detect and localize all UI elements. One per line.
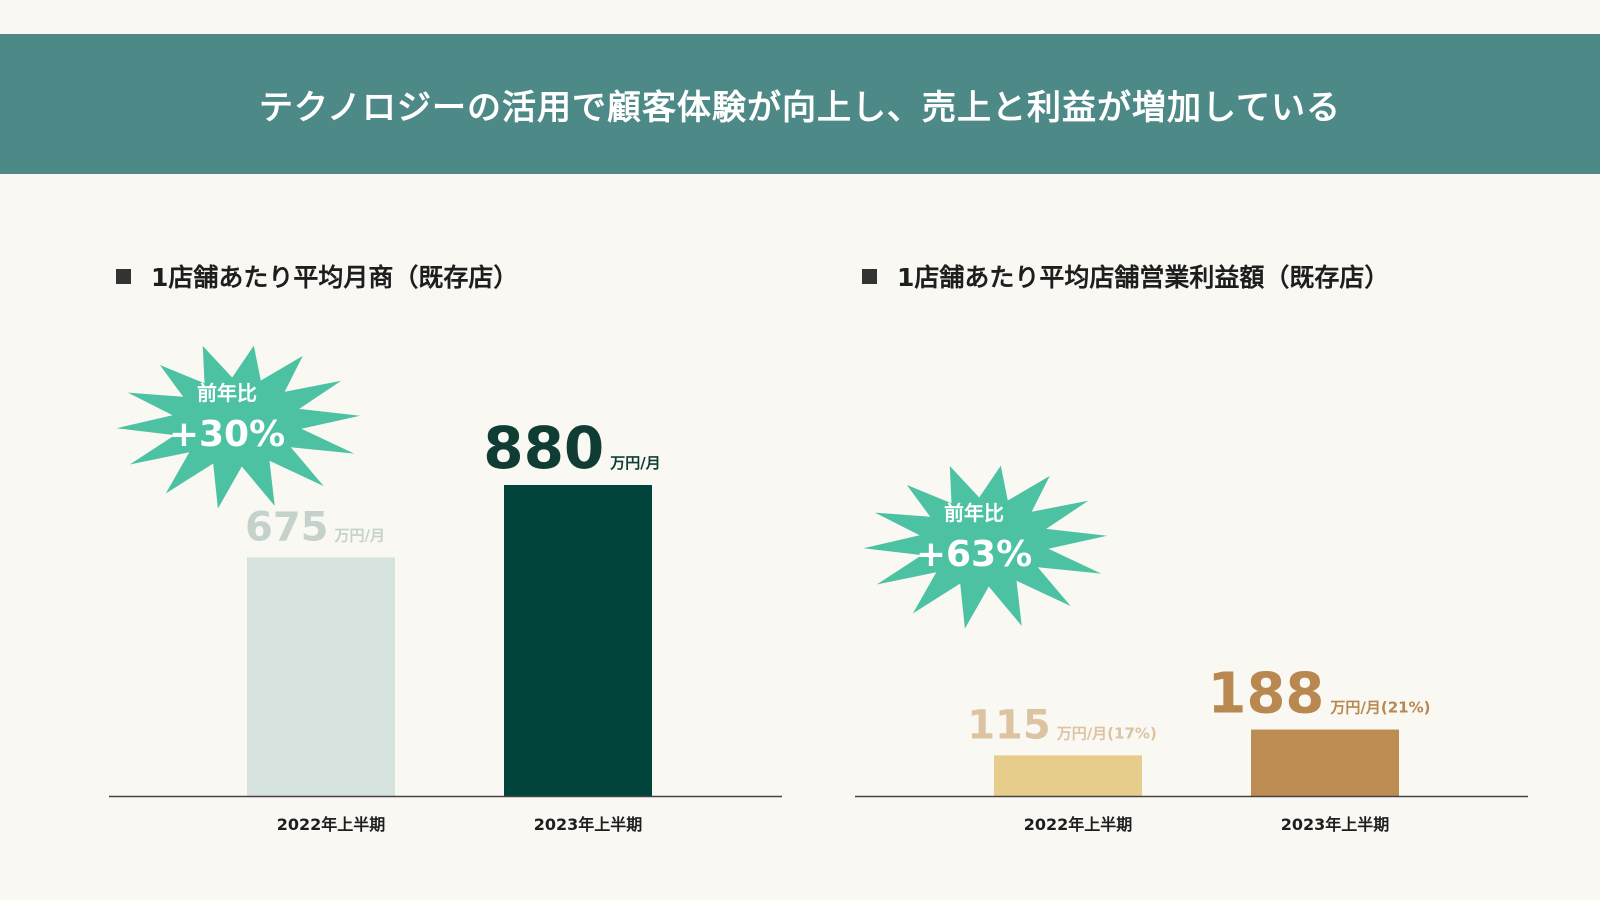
sales-chart-title: 1店舗あたり平均月商（既存店） <box>116 258 518 294</box>
yoy-burst-badge <box>116 345 361 509</box>
category-label-profit-0: 2022年上半期 <box>1024 815 1133 834</box>
yoy-badge-value: +30% <box>169 414 285 455</box>
bar-profit-0 <box>994 755 1142 796</box>
value-number: 880 <box>483 414 604 482</box>
page-title: テクノロジーの活用で顧客体験が向上し、売上と利益が増加している <box>259 87 1341 128</box>
profit-chart-title-text: 1店舗あたり平均店舗営業利益額（既存店） <box>897 263 1390 292</box>
bar-sales-0 <box>247 557 395 796</box>
sales-chart-title-text: 1店舗あたり平均月商（既存店） <box>151 263 519 292</box>
category-label-sales-0: 2022年上半期 <box>277 815 386 834</box>
data-label-sales-1: 880 万円/月 <box>483 414 661 482</box>
category-label-sales-1: 2023年上半期 <box>534 815 643 834</box>
bar-sales-1 <box>504 485 652 796</box>
header-banner: テクノロジーの活用で顧客体験が向上し、売上と利益が増加している <box>0 34 1600 174</box>
bullet-square-icon <box>862 268 877 284</box>
yoy-badge-label: 前年比 <box>197 381 257 405</box>
bullet-square-icon <box>116 268 131 284</box>
data-label-profit-0: 115 万円/月(17%) <box>967 702 1157 748</box>
value-number: 115 <box>967 702 1051 748</box>
value-unit: 万円/月 <box>609 454 660 472</box>
category-label-profit-1: 2023年上半期 <box>1281 815 1390 834</box>
data-label-sales-0: 675 万円/月 <box>245 504 385 550</box>
value-unit: 万円/月(17%) <box>1056 724 1157 742</box>
value-unit: 万円/月(21%) <box>1329 699 1430 717</box>
value-number: 188 <box>1208 662 1325 727</box>
data-label-profit-1: 188 万円/月(21%) <box>1208 662 1431 727</box>
profit-chart-title: 1店舗あたり平均店舗営業利益額（既存店） <box>862 258 1389 294</box>
value-number: 675 <box>245 504 329 550</box>
yoy-badge-label: 前年比 <box>944 501 1004 525</box>
value-unit: 万円/月 <box>334 526 385 544</box>
yoy-burst-badge <box>863 465 1108 629</box>
yoy-badge-value: +63% <box>916 534 1032 575</box>
bar-profit-1 <box>1251 729 1399 796</box>
